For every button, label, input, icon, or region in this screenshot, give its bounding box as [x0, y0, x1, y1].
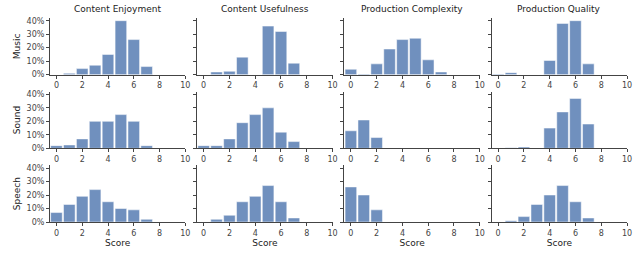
svg-text:2: 2	[521, 229, 526, 238]
svg-text:0: 0	[496, 155, 501, 164]
svg-text:Music: Music	[12, 33, 22, 59]
svg-text:4: 4	[105, 81, 110, 90]
svg-text:Speech: Speech	[12, 177, 22, 210]
svg-text:4: 4	[253, 81, 258, 90]
svg-text:2: 2	[521, 155, 526, 164]
svg-text:2: 2	[80, 81, 85, 90]
svg-text:0: 0	[201, 155, 206, 164]
svg-text:0%: 0%	[32, 144, 45, 153]
svg-text:0: 0	[496, 81, 501, 90]
svg-text:0: 0	[54, 81, 59, 90]
svg-text:0%: 0%	[32, 218, 45, 227]
svg-text:8: 8	[451, 155, 456, 164]
svg-text:Production Quality: Production Quality	[517, 4, 601, 14]
svg-text:6: 6	[131, 81, 136, 90]
svg-text:8: 8	[304, 229, 309, 238]
svg-text:10%: 10%	[27, 131, 45, 140]
svg-text:8: 8	[304, 155, 309, 164]
svg-text:0: 0	[54, 229, 59, 238]
svg-text:4: 4	[400, 81, 405, 90]
svg-text:30%: 30%	[27, 177, 45, 186]
svg-text:0: 0	[348, 229, 353, 238]
svg-text:6: 6	[278, 155, 283, 164]
svg-text:40%: 40%	[27, 17, 45, 26]
svg-text:6: 6	[573, 155, 578, 164]
svg-text:6: 6	[278, 81, 283, 90]
svg-text:4: 4	[547, 229, 552, 238]
svg-text:10: 10	[180, 155, 190, 164]
svg-text:40%: 40%	[27, 164, 45, 173]
svg-text:2: 2	[227, 229, 232, 238]
svg-text:10: 10	[180, 229, 190, 238]
svg-text:20%: 20%	[27, 43, 45, 52]
svg-text:4: 4	[253, 229, 258, 238]
svg-text:10: 10	[475, 155, 485, 164]
svg-text:0: 0	[348, 81, 353, 90]
svg-text:4: 4	[253, 155, 258, 164]
svg-text:2: 2	[374, 81, 379, 90]
svg-text:0: 0	[54, 155, 59, 164]
svg-text:10%: 10%	[27, 57, 45, 66]
svg-text:0: 0	[496, 229, 501, 238]
svg-text:0: 0	[348, 155, 353, 164]
svg-text:8: 8	[304, 81, 309, 90]
svg-text:Content Usefulness: Content Usefulness	[221, 4, 309, 14]
svg-text:4: 4	[400, 155, 405, 164]
svg-text:8: 8	[157, 155, 162, 164]
svg-text:Content Enjoyment: Content Enjoyment	[74, 4, 161, 14]
svg-text:0: 0	[201, 229, 206, 238]
svg-text:6: 6	[426, 229, 431, 238]
svg-text:2: 2	[80, 155, 85, 164]
svg-text:6: 6	[426, 81, 431, 90]
svg-text:4: 4	[547, 155, 552, 164]
svg-text:10: 10	[475, 229, 485, 238]
svg-text:8: 8	[599, 229, 604, 238]
svg-text:8: 8	[451, 81, 456, 90]
svg-text:2: 2	[227, 81, 232, 90]
svg-text:Sound: Sound	[12, 106, 22, 134]
svg-text:Score: Score	[400, 238, 426, 248]
svg-text:Score: Score	[547, 238, 573, 248]
svg-text:0: 0	[201, 81, 206, 90]
svg-text:20%: 20%	[27, 191, 45, 200]
svg-text:10: 10	[622, 155, 632, 164]
svg-text:8: 8	[599, 155, 604, 164]
svg-text:8: 8	[599, 81, 604, 90]
svg-text:6: 6	[131, 155, 136, 164]
svg-text:30%: 30%	[27, 104, 45, 113]
svg-text:10: 10	[327, 81, 337, 90]
svg-text:10: 10	[622, 81, 632, 90]
svg-text:4: 4	[105, 155, 110, 164]
svg-text:Production Complexity: Production Complexity	[361, 4, 463, 14]
svg-text:2: 2	[80, 229, 85, 238]
svg-text:10: 10	[180, 81, 190, 90]
svg-text:6: 6	[573, 229, 578, 238]
svg-text:6: 6	[131, 229, 136, 238]
svg-text:Score: Score	[105, 238, 131, 248]
svg-text:8: 8	[157, 81, 162, 90]
svg-text:10: 10	[327, 155, 337, 164]
svg-text:2: 2	[374, 155, 379, 164]
svg-text:10: 10	[475, 81, 485, 90]
svg-text:4: 4	[400, 229, 405, 238]
svg-text:10: 10	[622, 229, 632, 238]
svg-text:2: 2	[374, 229, 379, 238]
svg-text:4: 4	[105, 229, 110, 238]
svg-text:2: 2	[227, 155, 232, 164]
svg-text:10%: 10%	[27, 204, 45, 213]
svg-text:Score: Score	[252, 238, 278, 248]
svg-text:20%: 20%	[27, 117, 45, 126]
svg-text:30%: 30%	[27, 30, 45, 39]
svg-text:0%: 0%	[32, 70, 45, 79]
svg-text:10: 10	[327, 229, 337, 238]
svg-text:6: 6	[573, 81, 578, 90]
svg-text:6: 6	[278, 229, 283, 238]
svg-text:8: 8	[451, 229, 456, 238]
svg-text:8: 8	[157, 229, 162, 238]
svg-text:40%: 40%	[27, 90, 45, 99]
svg-text:6: 6	[426, 155, 431, 164]
svg-text:4: 4	[547, 81, 552, 90]
svg-text:2: 2	[521, 81, 526, 90]
